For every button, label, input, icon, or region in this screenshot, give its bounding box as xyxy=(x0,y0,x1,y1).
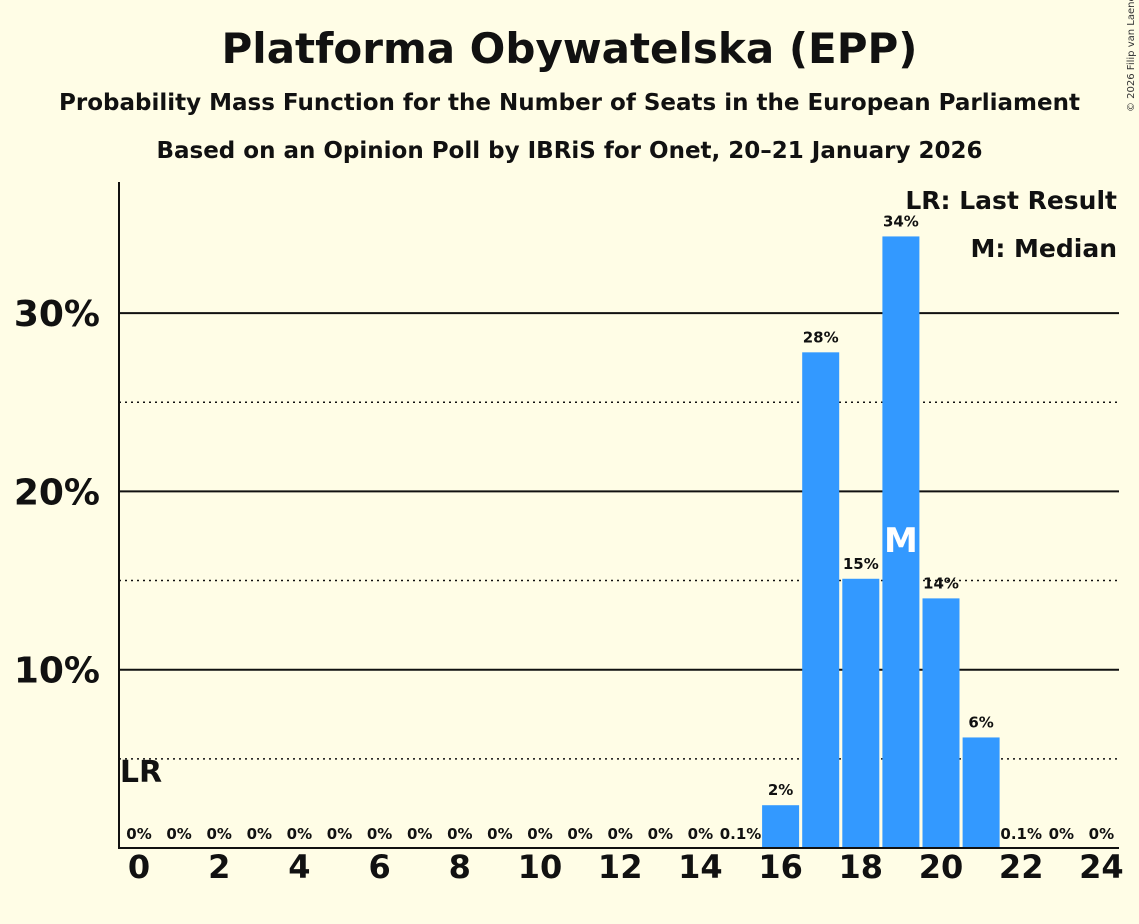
bar-value-label: 0% xyxy=(166,825,191,843)
x-tick-label: 24 xyxy=(1079,848,1124,886)
x-tick-label: 0 xyxy=(128,848,150,886)
bar-value-label: 0% xyxy=(367,825,392,843)
bar-value-label: 0% xyxy=(567,825,592,843)
bar-value-label: 0% xyxy=(607,825,632,843)
x-tick-label: 20 xyxy=(919,848,964,886)
bar xyxy=(922,598,960,848)
bar-value-label: 0% xyxy=(688,825,713,843)
chart-title: Platforma Obywatelska (EPP) xyxy=(221,24,918,73)
chart-subtitle: Probability Mass Function for the Number… xyxy=(59,90,1080,116)
x-tick-label: 6 xyxy=(368,848,390,886)
bar-value-label: 0% xyxy=(1049,825,1074,843)
last-result-marker: LR xyxy=(120,755,162,790)
bar xyxy=(882,236,920,848)
x-tick-label: 10 xyxy=(518,848,563,886)
bar-value-label: 0.1% xyxy=(720,825,762,843)
bar-value-label: 0% xyxy=(447,825,472,843)
bar-value-label: 15% xyxy=(843,555,879,573)
median-marker: M xyxy=(884,521,918,561)
y-tick-label: 30% xyxy=(14,294,100,335)
bar-value-label: 0% xyxy=(487,825,512,843)
legend-entry: LR: Last Result xyxy=(905,186,1117,215)
bar-value-label: 0% xyxy=(287,825,312,843)
bar-value-label: 0% xyxy=(527,825,552,843)
x-tick-label: 16 xyxy=(758,848,803,886)
bar-value-label: 34% xyxy=(883,212,919,230)
bar xyxy=(762,805,800,848)
bar-value-label: 0.1% xyxy=(1000,825,1042,843)
x-tick-label: 2 xyxy=(208,848,230,886)
x-tick-label: 4 xyxy=(288,848,310,886)
chart-source: Based on an Opinion Poll by IBRiS for On… xyxy=(156,138,983,164)
x-tick-label: 18 xyxy=(839,848,884,886)
x-tick-label: 14 xyxy=(678,848,723,886)
bar-value-label: 0% xyxy=(327,825,352,843)
bar-value-label: 6% xyxy=(968,713,993,731)
y-tick-label: 10% xyxy=(14,651,100,692)
bar xyxy=(962,737,1000,848)
y-tick-label: 20% xyxy=(14,472,100,513)
bar xyxy=(842,578,880,848)
bar-value-label: 0% xyxy=(648,825,673,843)
bar-value-label: 0% xyxy=(407,825,432,843)
legend-entry: M: Median xyxy=(970,234,1117,263)
x-tick-label: 12 xyxy=(598,848,643,886)
bar-value-label: 0% xyxy=(206,825,231,843)
bar-value-label: 0% xyxy=(1089,825,1114,843)
bar xyxy=(802,352,840,848)
bar-value-label: 14% xyxy=(923,574,959,592)
bar-value-label: 0% xyxy=(247,825,272,843)
x-tick-label: 22 xyxy=(999,848,1044,886)
bar-value-label: 28% xyxy=(803,328,839,346)
bar-value-label: 0% xyxy=(126,825,151,843)
x-tick-label: 8 xyxy=(449,848,471,886)
bar-value-label: 2% xyxy=(768,781,793,799)
